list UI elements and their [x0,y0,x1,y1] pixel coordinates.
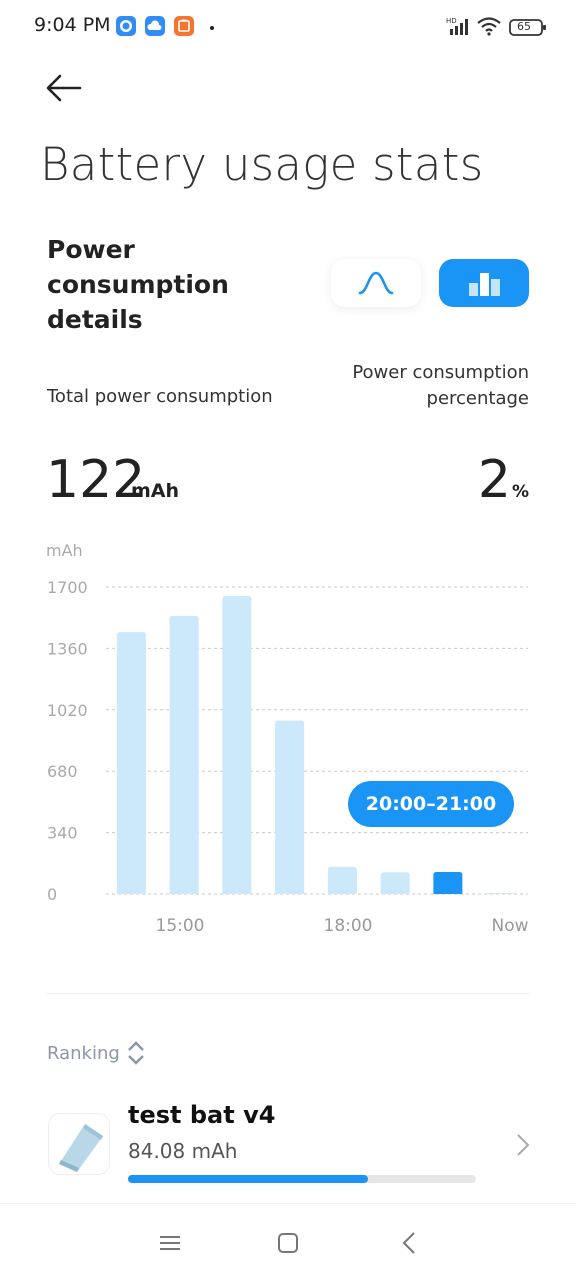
chart-bar[interactable] [380,872,410,894]
divider [47,993,529,994]
y-tick-label: 1020 [47,701,88,720]
percentage-value: 2 [477,450,511,510]
mi-store-icon [174,16,194,36]
y-tick-label: 0 [47,885,57,904]
bar-view-toggle[interactable] [439,259,529,307]
x-tick-label: 15:00 [156,916,205,936]
chart-bar[interactable] [275,720,305,894]
y-tick-label: 340 [47,824,78,843]
app-usage: 84.08 mAh [128,1139,238,1163]
home-icon[interactable] [275,1230,301,1256]
back-icon[interactable] [397,1230,423,1256]
app-name: test bat v4 [128,1101,276,1129]
x-tick-label: 18:00 [324,916,373,936]
sort-icon [127,1041,144,1065]
ranking-sort-button[interactable]: Ranking [47,1040,146,1066]
bar-chart-icon [469,273,500,296]
messenger-icon [116,16,136,36]
battery-level: 65 [517,20,531,33]
wifi-icon [476,15,502,39]
svg-text:HD: HD [446,17,457,25]
curve-icon [358,271,394,295]
curve-view-toggle[interactable] [331,259,421,307]
ranking-label: Ranking [47,1042,120,1064]
percentage-unit: % [511,482,529,502]
chart-bar[interactable] [327,866,357,894]
section-title: Power consumption details [47,235,229,334]
notification-dot [210,26,214,30]
y-axis-unit: mAh [46,541,83,560]
status-time: 9:04 PM [34,14,111,36]
navigation-bar [0,1203,576,1281]
x-tick-label: Now [491,916,528,936]
usage-progress-bar [128,1175,476,1183]
y-tick-label: 1700 [47,578,88,597]
y-tick-label: 1360 [47,639,88,658]
back-button[interactable] [40,70,88,106]
chart-bar[interactable] [433,871,463,894]
chart-bar[interactable] [486,893,516,894]
hd-signal-icon: HD [446,15,472,39]
total-consumption-value: 122 [46,450,146,510]
cloud-icon [145,16,165,36]
back-arrow-icon [46,74,82,102]
y-tick-label: 680 [47,762,78,781]
usage-progress-fill [128,1175,369,1183]
list-item[interactable]: test bat v4 84.08 mAh [40,1095,540,1195]
battery-icon: 65 [509,18,547,42]
selected-bar-tooltip: 20:00–21:00 [348,781,514,827]
chevron-right-icon [517,1134,530,1156]
chart-bar[interactable] [116,632,146,894]
total-consumption-unit: mAh [131,480,180,502]
usage-bar-chart[interactable]: 1700 1360 1020 680 340 0 15:00 18:00 Now [0,560,576,950]
chart-bar[interactable] [169,615,199,894]
menu-icon[interactable] [157,1230,183,1256]
percentage-label: Power consumption percentage [352,362,529,409]
app-icon [48,1113,110,1175]
total-consumption-label: Total power consumption [47,386,273,407]
page-title: Battery usage stats [40,138,484,191]
chart-bar[interactable] [222,596,252,894]
